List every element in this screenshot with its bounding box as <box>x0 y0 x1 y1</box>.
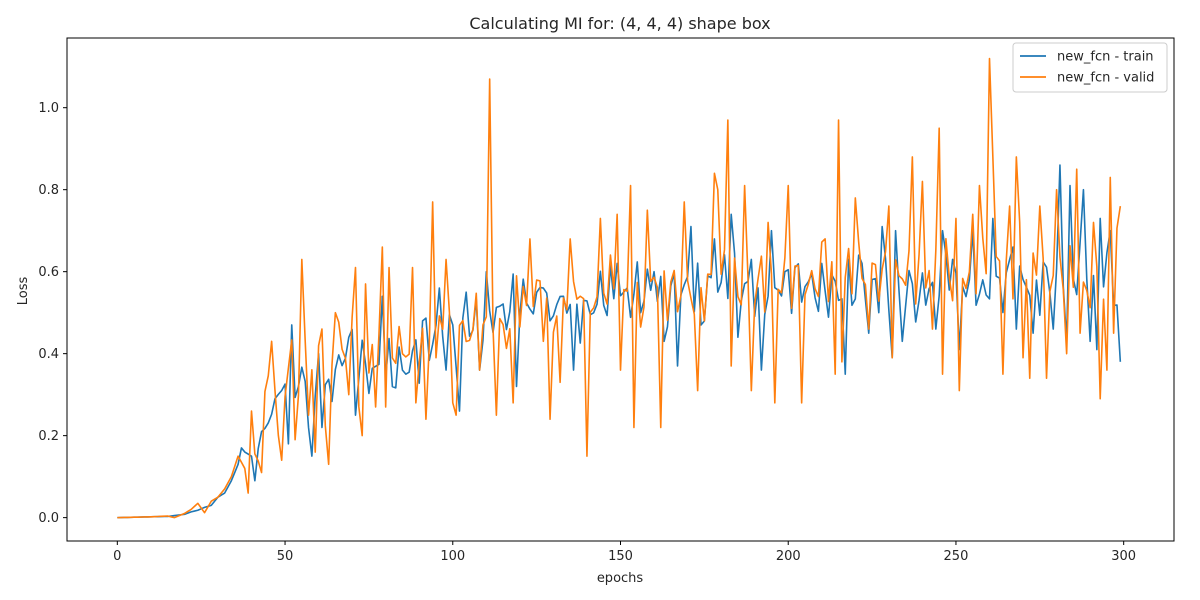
y-tick-label: 1.0 <box>38 101 59 116</box>
x-tick-label: 50 <box>277 549 294 564</box>
legend-label: new_fcn - train <box>1057 50 1154 65</box>
y-axis-label: Loss <box>16 277 31 306</box>
y-tick-label: 0.4 <box>38 347 59 362</box>
chart-title: Calculating MI for: (4, 4, 4) shape box <box>469 14 770 33</box>
y-tick-label: 0.6 <box>38 265 59 280</box>
y-tick-label: 0.2 <box>38 429 59 444</box>
series-line-valid <box>117 57 1122 519</box>
x-axis-label: epochs <box>597 571 644 586</box>
legend: new_fcn - train new_fcn - valid <box>1012 42 1168 93</box>
series-layer <box>117 57 1122 519</box>
x-tick-label: 100 <box>440 549 465 564</box>
y-tick-label: 0.8 <box>38 183 59 198</box>
legend-label: new_fcn - valid <box>1057 71 1154 86</box>
legend-box <box>1012 42 1168 93</box>
axes-layer: 0 50 100 150 200 250 300 0.0 0.2 0.4 0.6 0.8 1.0 <box>38 37 1175 564</box>
x-tick-label: 150 <box>608 549 633 564</box>
x-tick-label: 250 <box>944 549 969 564</box>
x-tick-label: 200 <box>776 549 801 564</box>
x-tick-label: 0 <box>113 549 121 564</box>
x-tick-label: 300 <box>1111 549 1136 564</box>
y-tick-label: 0.0 <box>38 511 59 526</box>
